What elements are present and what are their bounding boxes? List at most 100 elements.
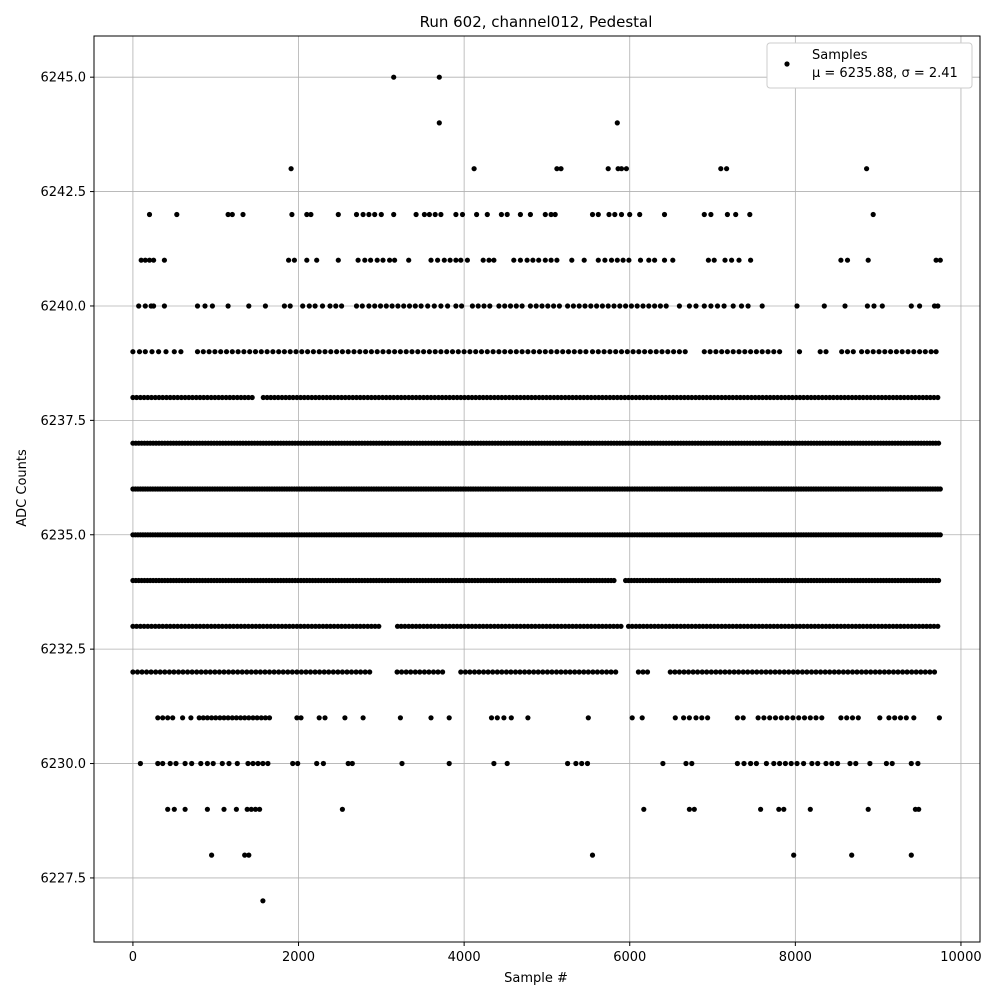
data-point — [459, 303, 465, 309]
data-point — [543, 394, 550, 401]
data-point — [406, 303, 413, 309]
data-point — [380, 394, 386, 401]
data-point — [786, 623, 792, 629]
data-point — [324, 623, 330, 629]
data-point — [357, 394, 363, 401]
data-point — [233, 806, 239, 812]
data-point — [175, 669, 182, 675]
data-point — [827, 394, 833, 401]
data-point — [399, 669, 405, 675]
data-point — [904, 669, 910, 675]
data-point — [314, 760, 320, 767]
data-point — [312, 303, 318, 309]
data-point — [137, 760, 143, 767]
data-point — [897, 394, 904, 401]
data-point — [488, 715, 495, 721]
data-point — [283, 623, 289, 629]
data-point — [156, 623, 162, 629]
data-point — [155, 760, 161, 767]
data-point — [258, 349, 264, 355]
data-point — [204, 760, 210, 767]
data-point — [730, 623, 736, 629]
data-point — [392, 257, 398, 263]
data-point — [484, 623, 490, 629]
data-point — [367, 669, 373, 675]
data-point — [484, 394, 490, 401]
data-point — [229, 349, 235, 355]
data-point — [871, 303, 877, 309]
data-point — [309, 623, 315, 629]
data-point — [307, 669, 314, 675]
data-point — [909, 669, 915, 675]
data-point — [134, 669, 141, 675]
data-point — [170, 715, 176, 721]
data-point — [763, 760, 770, 767]
data-point — [402, 623, 408, 629]
data-point — [540, 394, 546, 401]
data-point — [562, 394, 568, 401]
data-point — [285, 669, 291, 675]
data-point — [570, 623, 576, 629]
data-point — [670, 623, 676, 629]
data-point — [765, 349, 771, 355]
data-point — [569, 257, 575, 263]
data-point — [905, 623, 911, 629]
data-point — [627, 211, 633, 218]
data-point — [844, 349, 851, 355]
data-point — [298, 669, 304, 675]
data-point — [130, 349, 136, 355]
data-point — [864, 166, 870, 172]
data-point — [200, 349, 206, 355]
data-point — [301, 623, 307, 629]
data-point — [303, 669, 309, 675]
data-point — [447, 257, 453, 263]
data-point — [294, 623, 300, 629]
data-point — [724, 166, 730, 172]
data-point — [300, 303, 306, 309]
data-point — [637, 211, 643, 218]
data-point — [189, 394, 196, 401]
data-point — [859, 349, 865, 355]
data-point — [526, 669, 532, 675]
data-point — [510, 394, 516, 401]
data-point — [230, 669, 236, 675]
data-point — [212, 623, 218, 629]
data-point — [316, 394, 322, 401]
data-point — [911, 349, 917, 355]
data-point — [740, 669, 746, 675]
data-point — [589, 349, 596, 355]
data-point — [200, 715, 206, 721]
data-point — [924, 394, 930, 401]
data-point — [225, 715, 231, 721]
data-point — [870, 349, 876, 355]
data-point — [507, 303, 514, 309]
data-point — [916, 806, 922, 812]
data-point — [281, 303, 287, 309]
data-point — [745, 623, 751, 629]
data-point — [160, 394, 166, 401]
data-point — [171, 806, 177, 812]
data-point — [674, 623, 680, 629]
data-point — [221, 806, 227, 812]
data-point — [642, 349, 648, 355]
data-point — [198, 669, 204, 675]
data-point — [545, 303, 551, 309]
data-point — [927, 669, 933, 675]
data-point — [188, 715, 194, 721]
data-point — [844, 715, 850, 721]
data-point — [441, 257, 447, 263]
data-point — [166, 669, 172, 675]
x-tick-label: 0 — [129, 950, 137, 965]
data-point — [871, 394, 878, 401]
data-point — [676, 303, 683, 309]
data-point — [426, 349, 432, 355]
data-point — [254, 715, 260, 721]
data-point — [443, 623, 449, 629]
data-point — [257, 623, 263, 629]
data-point — [217, 715, 223, 721]
data-point — [504, 211, 510, 218]
data-point — [334, 349, 340, 355]
data-point — [868, 394, 874, 401]
data-point — [239, 669, 245, 675]
